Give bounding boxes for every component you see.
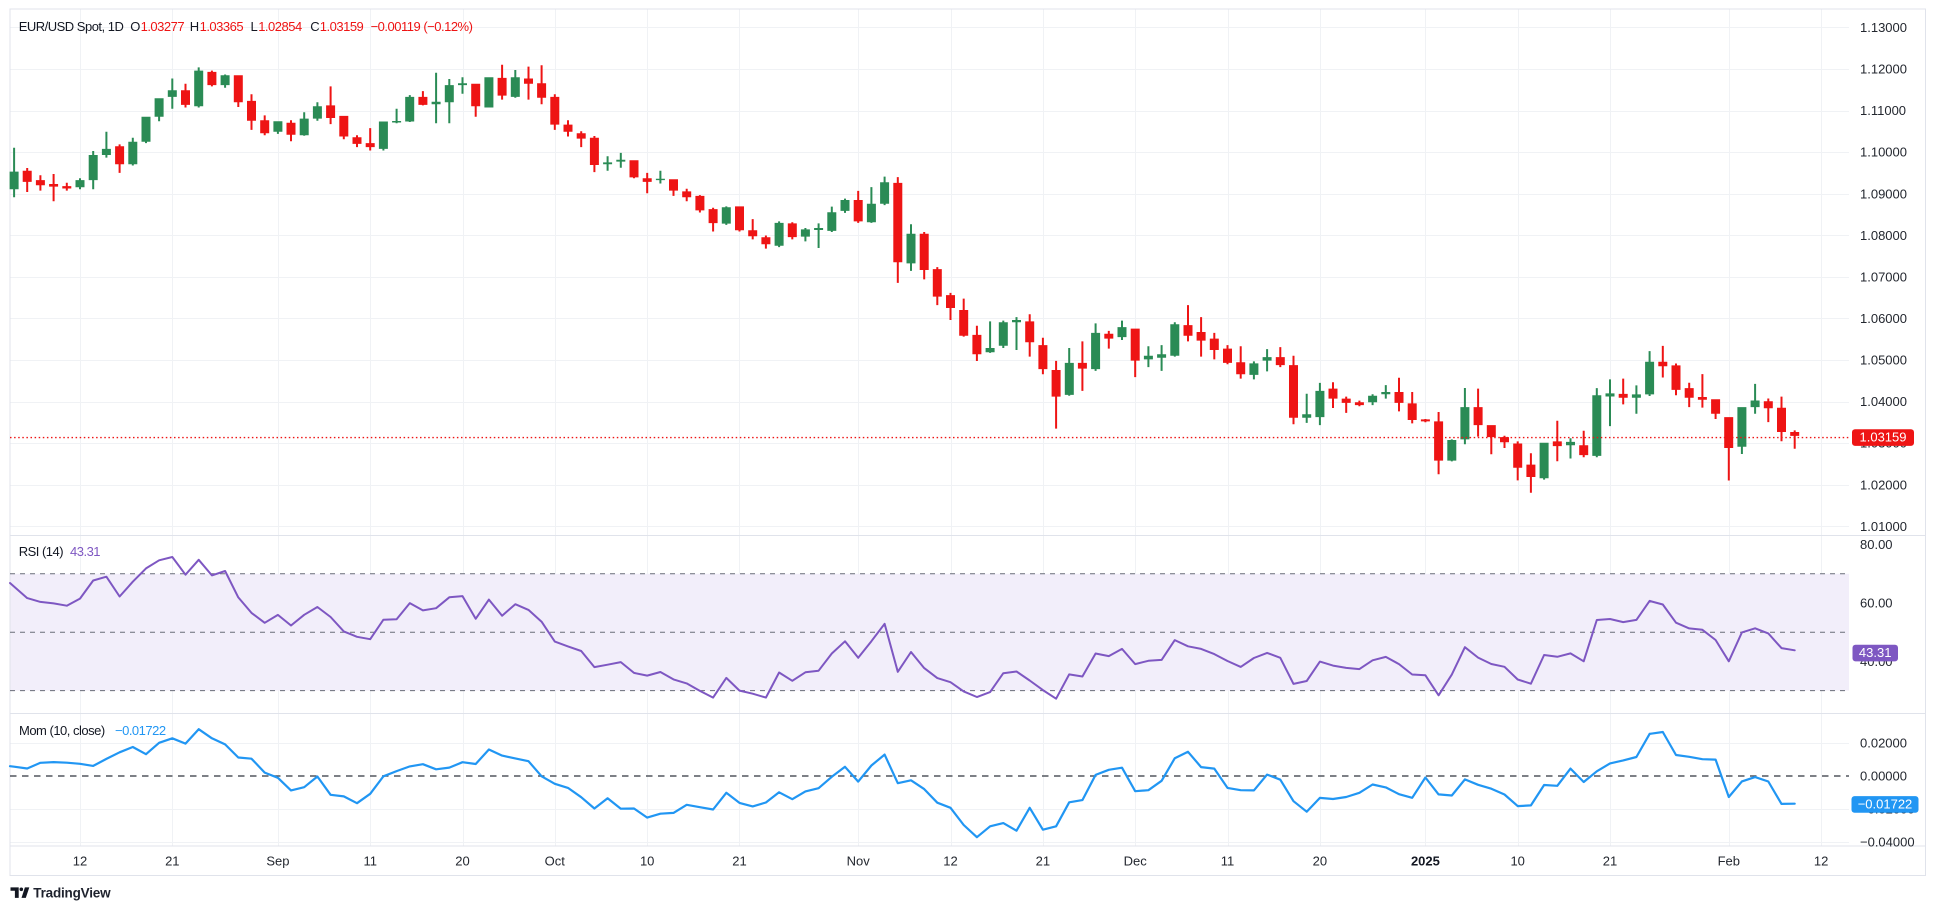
svg-text:Dec: Dec bbox=[1124, 854, 1148, 869]
svg-text:EUR/USD Spot, 1D: EUR/USD Spot, 1D bbox=[19, 19, 124, 34]
svg-text:1.12000: 1.12000 bbox=[1860, 62, 1907, 77]
svg-text:−0.01722: −0.01722 bbox=[1858, 796, 1913, 811]
svg-text:0.00000: 0.00000 bbox=[1860, 769, 1907, 784]
svg-text:1.03159: 1.03159 bbox=[320, 19, 364, 34]
svg-text:TradingView: TradingView bbox=[33, 886, 111, 901]
svg-text:1.07000: 1.07000 bbox=[1860, 269, 1907, 284]
svg-text:1.02000: 1.02000 bbox=[1860, 477, 1907, 492]
svg-text:11: 11 bbox=[1221, 854, 1235, 869]
svg-text:1.03159: 1.03159 bbox=[1860, 430, 1907, 445]
svg-text:12: 12 bbox=[73, 854, 87, 869]
svg-text:80.00: 80.00 bbox=[1860, 537, 1893, 552]
svg-text:60.00: 60.00 bbox=[1860, 596, 1893, 611]
svg-text:43.31: 43.31 bbox=[70, 544, 100, 559]
svg-text:1.05000: 1.05000 bbox=[1860, 353, 1907, 368]
svg-text:−0.01722: −0.01722 bbox=[115, 723, 166, 738]
svg-text:11: 11 bbox=[363, 854, 377, 869]
svg-text:1.11000: 1.11000 bbox=[1860, 103, 1906, 118]
svg-text:2025: 2025 bbox=[1411, 854, 1440, 869]
svg-text:O: O bbox=[130, 19, 140, 34]
svg-text:43.31: 43.31 bbox=[1859, 645, 1892, 660]
svg-text:Sep: Sep bbox=[266, 854, 289, 869]
svg-text:1.02854: 1.02854 bbox=[258, 19, 302, 34]
svg-text:10: 10 bbox=[640, 854, 654, 869]
svg-text:21: 21 bbox=[1603, 854, 1617, 869]
svg-text:Oct: Oct bbox=[545, 854, 566, 869]
svg-text:12: 12 bbox=[1814, 854, 1828, 869]
svg-text:Mom (10, close): Mom (10, close) bbox=[19, 723, 105, 738]
svg-text:1.09000: 1.09000 bbox=[1860, 186, 1907, 201]
svg-text:12: 12 bbox=[943, 854, 957, 869]
svg-text:10: 10 bbox=[1510, 854, 1524, 869]
svg-text:RSI (14): RSI (14) bbox=[19, 544, 64, 559]
svg-text:21: 21 bbox=[732, 854, 746, 869]
svg-text:1.03365: 1.03365 bbox=[200, 19, 244, 34]
svg-text:20: 20 bbox=[1313, 854, 1327, 869]
svg-text:Feb: Feb bbox=[1718, 854, 1740, 869]
svg-text:C: C bbox=[310, 19, 319, 34]
svg-text:−0.04000: −0.04000 bbox=[1860, 835, 1915, 850]
svg-text:21: 21 bbox=[1036, 854, 1050, 869]
svg-text:20: 20 bbox=[455, 854, 469, 869]
svg-text:1.08000: 1.08000 bbox=[1860, 228, 1907, 243]
svg-text:1.01000: 1.01000 bbox=[1860, 519, 1907, 534]
svg-text:1.03277: 1.03277 bbox=[141, 19, 185, 34]
svg-text:1.10000: 1.10000 bbox=[1860, 145, 1907, 160]
svg-text:0.02000: 0.02000 bbox=[1860, 736, 1907, 751]
svg-text:1.06000: 1.06000 bbox=[1860, 311, 1907, 326]
svg-text:1.04000: 1.04000 bbox=[1860, 394, 1907, 409]
svg-text:Nov: Nov bbox=[847, 854, 871, 869]
svg-text:−0.00119 (−0.12%): −0.00119 (−0.12%) bbox=[371, 19, 473, 34]
svg-text:H: H bbox=[190, 19, 199, 34]
svg-text:21: 21 bbox=[165, 854, 179, 869]
svg-text:L: L bbox=[251, 19, 258, 34]
svg-text:1.13000: 1.13000 bbox=[1860, 20, 1907, 35]
